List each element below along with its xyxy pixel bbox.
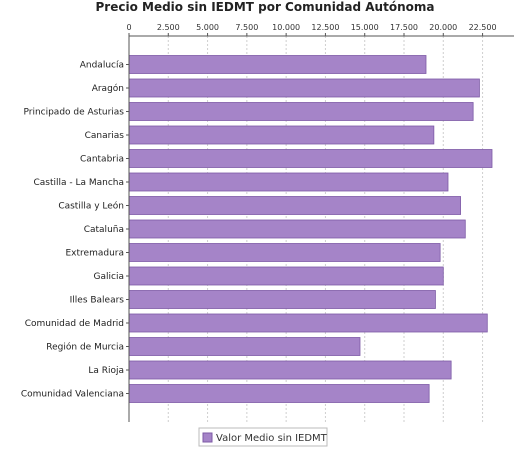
tick-label: 2.500 [157,23,180,32]
tick-label: 20.000 [429,23,457,32]
bar [128,243,441,262]
chart-title: Precio Medio sin IEDMT por Comunidad Aut… [96,0,435,14]
legend-box [198,427,328,447]
tick-label: 10.000 [272,23,300,32]
bar [128,102,474,121]
category-label: Extremadura [66,249,125,259]
bar [128,172,449,192]
tick-label: 7.500 [235,23,258,32]
bar [128,196,461,215]
tick-label: 22.500 [469,23,497,32]
category-label: Región de Murcia [46,342,124,353]
category-label: Comunidad de Madrid [25,319,124,329]
category-label: Andalucía [80,61,124,71]
category-label: Cataluña [84,225,124,235]
bars [128,55,493,403]
bar [128,384,430,403]
bar [128,125,435,145]
category-labels: Andalucía Aragón Principado de Asturias Can… [21,61,129,400]
category-label: Aragón [92,83,124,94]
category-label: Castilla y León [58,201,124,212]
category-label: Principado de Asturias [23,108,124,118]
bar [128,219,466,239]
category-label: Comunidad Valenciana [21,390,124,400]
tick-label: 17.500 [390,23,418,32]
tick-label: 15.000 [351,23,379,32]
legend-label: Valor Medio sin IEDMT [216,433,328,444]
category-label: La Rioja [88,366,124,376]
category-label: Cantabria [80,155,124,165]
legend-swatch [202,432,213,443]
legend: Valor Medio sin IEDMT [198,427,328,447]
bar [128,313,488,333]
tick-label: 5.000 [196,23,219,32]
bar [128,337,361,356]
bar [128,55,427,74]
category-label: Illes Balears [70,296,125,306]
bar [128,78,480,98]
tick-label: 0 [126,23,131,32]
category-label: Castilla - La Mancha [33,178,124,188]
category-label: Canarias [85,131,125,141]
x-axis-ticks: 0 2.500 5.000 7.500 10.000 12.500 15.000 17.500… [126,23,497,36]
tick-label: 12.500 [311,23,339,32]
category-label: Galicia [94,272,124,282]
bar [128,360,452,380]
bar [128,266,444,286]
bar [128,149,493,168]
bar [128,290,436,309]
